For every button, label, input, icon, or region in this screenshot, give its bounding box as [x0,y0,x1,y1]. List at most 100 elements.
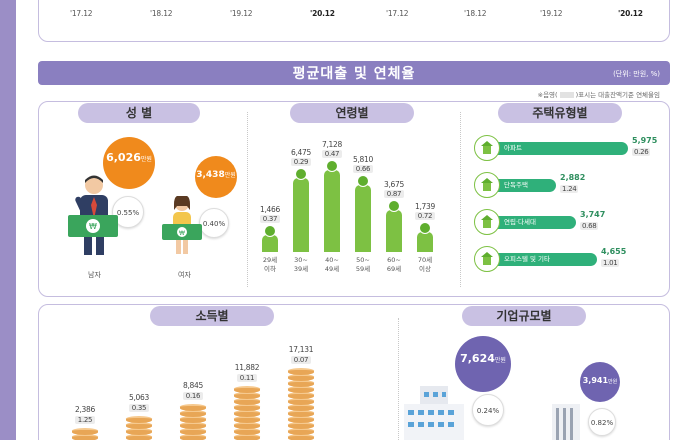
housing-amount-label: 3,747 [580,210,606,219]
left-accent-bar [0,0,16,440]
income-coin [234,416,260,423]
income-rate-label: 1.25 [75,416,95,424]
income-coin [288,380,314,387]
income-coin [234,434,260,440]
income-coin [180,422,206,429]
x-tick-label: '20.12 [618,9,643,18]
income-amount-label: 2,386 [75,405,95,414]
housing-rate-label: 1.24 [560,185,578,193]
large-building-icon [404,386,464,440]
housing-rate-label: 0.26 [632,148,650,156]
age-amount-label: 7,128 [322,140,342,149]
small-company-rate-badge: 0.82% [588,408,616,436]
age-bar [386,210,402,252]
person-icon [295,168,307,180]
officetel-icon [474,246,500,272]
income-amount-label: 5,063 [129,393,149,402]
x-tick-label: '19.12 [230,9,253,18]
age-amount-label: 5,810 [353,155,373,164]
housing-type-label: 아파트 [504,144,522,152]
housing-amount-label: 4,655 [601,247,627,256]
income-coin [72,428,98,435]
income-coin [234,386,260,393]
age-bar [293,178,309,252]
age-group-label: 60~ 69세 [386,256,402,273]
gender-title: 성 별 [78,103,200,123]
x-tick-label: '18.12 [150,9,173,18]
income-title: 소득별 [150,306,274,326]
income-coin [288,404,314,411]
income-amount-label: 8,845 [183,381,203,390]
female-label: 여자 [178,271,191,279]
income-coin [180,416,206,423]
income-coin [72,434,98,440]
income-coin [126,428,152,435]
age-title: 연령별 [290,103,414,123]
person-icon [326,160,338,172]
income-coin [180,428,206,435]
income-coin [234,398,260,405]
housing-type-label: 오피스텔 및 기타 [504,255,550,263]
age-bar [324,170,340,252]
housing-bar [488,216,576,229]
income-coin [234,428,260,435]
income-coin [180,404,206,411]
age-rate-label: 0.37 [260,215,280,223]
income-coin [180,410,206,417]
unit-label: (단위: 만원, %) [613,70,660,78]
male-label: 남자 [88,271,101,279]
income-coin [234,404,260,411]
column-divider [460,112,461,287]
x-tick-label: '17.12 [386,9,409,18]
female-rate-badge: 0.40% [199,208,229,238]
age-amount-label: 1,466 [260,205,280,214]
income-coin [180,434,206,440]
age-group-label: 50~ 59세 [355,256,371,273]
housing-rate-label: 1.01 [601,259,619,267]
person-icon [419,222,431,234]
age-group-label: 70세 이상 [417,256,433,273]
small-company-amount-bubble: 3,941만원 [580,362,620,402]
housing-type-label: 단독주택 [504,181,528,189]
income-coin [288,386,314,393]
company-title: 기업규모별 [462,306,586,326]
age-group-label: 40~ 49세 [324,256,340,273]
housing-amount-label: 2,882 [560,173,586,182]
age-rate-label: 0.29 [291,158,311,166]
housing-bar [488,253,597,266]
housing-type-label: 연립·다세대 [504,218,536,226]
shading-swatch [559,92,574,98]
column-divider [398,318,399,440]
income-coin [234,410,260,417]
housing-rate-label: 0.68 [580,222,598,230]
large-company-amount-bubble: 7,624만원 [455,336,511,392]
person-icon [357,175,369,187]
income-coin [288,422,314,429]
income-coin [126,416,152,423]
housing-bar [488,142,628,155]
age-amount-label: 6,475 [291,148,311,157]
x-tick-label: '18.12 [464,9,487,18]
column-divider [247,112,248,287]
income-coin [126,422,152,429]
svg-text:₩: ₩ [179,230,185,237]
income-rate-label: 0.07 [291,356,311,364]
age-rate-label: 0.47 [322,150,342,158]
income-amount-label: 17,131 [288,345,314,354]
income-coin [288,416,314,423]
woman-icon: ₩ [162,196,202,254]
x-tick-label: '17.12 [70,9,93,18]
income-coin [288,368,314,375]
person-icon [388,200,400,212]
housing-title: 주택유형별 [498,103,622,123]
svg-text:₩: ₩ [89,222,97,231]
income-amount-label: 11,882 [234,363,260,372]
income-coin [234,392,260,399]
income-rate-label: 0.11 [237,374,257,382]
income-coin [288,410,314,417]
income-coin [234,422,260,429]
male-amount-bubble: 6,026만원 [103,137,155,189]
shading-note: ※음영()표시는 대출잔액기준 연체율임 [537,91,660,99]
female-amount-bubble: 3,438만원 [195,156,237,198]
